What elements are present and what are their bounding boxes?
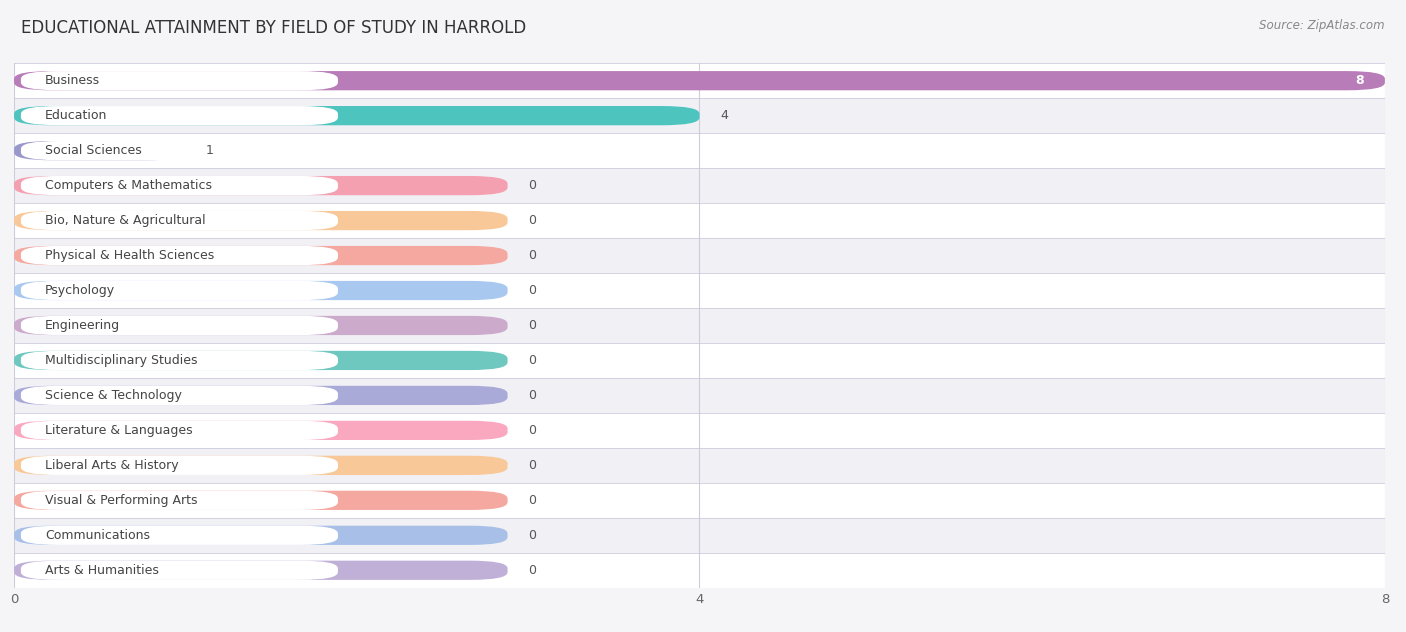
Text: Engineering: Engineering [45, 319, 120, 332]
Text: 0: 0 [529, 529, 536, 542]
Text: Computers & Mathematics: Computers & Mathematics [45, 179, 212, 192]
FancyBboxPatch shape [21, 421, 337, 440]
Text: 0: 0 [529, 424, 536, 437]
FancyBboxPatch shape [14, 106, 700, 125]
FancyBboxPatch shape [21, 211, 337, 230]
FancyBboxPatch shape [21, 281, 337, 300]
FancyBboxPatch shape [21, 71, 337, 90]
Text: Business: Business [45, 74, 100, 87]
Text: Arts & Humanities: Arts & Humanities [45, 564, 159, 577]
Text: 0: 0 [529, 389, 536, 402]
Text: 0: 0 [529, 319, 536, 332]
Text: Physical & Health Sciences: Physical & Health Sciences [45, 249, 214, 262]
FancyBboxPatch shape [14, 63, 1385, 98]
FancyBboxPatch shape [21, 141, 337, 161]
FancyBboxPatch shape [14, 421, 508, 440]
Text: Liberal Arts & History: Liberal Arts & History [45, 459, 179, 472]
Text: 0: 0 [529, 494, 536, 507]
FancyBboxPatch shape [14, 141, 186, 161]
FancyBboxPatch shape [14, 490, 508, 510]
FancyBboxPatch shape [21, 176, 337, 195]
Text: 0: 0 [529, 214, 536, 227]
Text: 0: 0 [529, 459, 536, 472]
FancyBboxPatch shape [14, 246, 508, 265]
Text: Psychology: Psychology [45, 284, 115, 297]
FancyBboxPatch shape [14, 273, 1385, 308]
Text: EDUCATIONAL ATTAINMENT BY FIELD OF STUDY IN HARROLD: EDUCATIONAL ATTAINMENT BY FIELD OF STUDY… [21, 19, 526, 37]
FancyBboxPatch shape [21, 490, 337, 510]
Text: Social Sciences: Social Sciences [45, 144, 142, 157]
FancyBboxPatch shape [21, 106, 337, 125]
Text: 0: 0 [529, 284, 536, 297]
Text: 0: 0 [529, 249, 536, 262]
Text: Source: ZipAtlas.com: Source: ZipAtlas.com [1260, 19, 1385, 32]
FancyBboxPatch shape [14, 456, 508, 475]
FancyBboxPatch shape [14, 343, 1385, 378]
FancyBboxPatch shape [21, 351, 337, 370]
FancyBboxPatch shape [14, 351, 508, 370]
FancyBboxPatch shape [14, 203, 1385, 238]
FancyBboxPatch shape [21, 561, 337, 580]
Text: 0: 0 [529, 179, 536, 192]
FancyBboxPatch shape [14, 483, 1385, 518]
FancyBboxPatch shape [14, 316, 508, 335]
FancyBboxPatch shape [21, 246, 337, 265]
FancyBboxPatch shape [14, 518, 1385, 553]
Text: 1: 1 [207, 144, 214, 157]
FancyBboxPatch shape [14, 553, 1385, 588]
Text: Bio, Nature & Agricultural: Bio, Nature & Agricultural [45, 214, 205, 227]
Text: Multidisciplinary Studies: Multidisciplinary Studies [45, 354, 197, 367]
Text: Literature & Languages: Literature & Languages [45, 424, 193, 437]
FancyBboxPatch shape [21, 386, 337, 405]
Text: Communications: Communications [45, 529, 150, 542]
FancyBboxPatch shape [14, 238, 1385, 273]
FancyBboxPatch shape [14, 526, 508, 545]
Text: 4: 4 [720, 109, 728, 122]
FancyBboxPatch shape [14, 133, 1385, 168]
Text: Education: Education [45, 109, 107, 122]
FancyBboxPatch shape [14, 448, 1385, 483]
Text: Visual & Performing Arts: Visual & Performing Arts [45, 494, 197, 507]
FancyBboxPatch shape [14, 561, 508, 580]
FancyBboxPatch shape [14, 98, 1385, 133]
FancyBboxPatch shape [14, 168, 1385, 203]
FancyBboxPatch shape [21, 456, 337, 475]
FancyBboxPatch shape [14, 413, 1385, 448]
Text: 0: 0 [529, 354, 536, 367]
FancyBboxPatch shape [21, 526, 337, 545]
FancyBboxPatch shape [14, 308, 1385, 343]
Text: 0: 0 [529, 564, 536, 577]
FancyBboxPatch shape [14, 211, 508, 230]
FancyBboxPatch shape [14, 71, 1385, 90]
FancyBboxPatch shape [21, 316, 337, 335]
FancyBboxPatch shape [14, 378, 1385, 413]
FancyBboxPatch shape [14, 386, 508, 405]
FancyBboxPatch shape [14, 281, 508, 300]
Text: Science & Technology: Science & Technology [45, 389, 181, 402]
Text: 8: 8 [1355, 74, 1364, 87]
FancyBboxPatch shape [14, 176, 508, 195]
